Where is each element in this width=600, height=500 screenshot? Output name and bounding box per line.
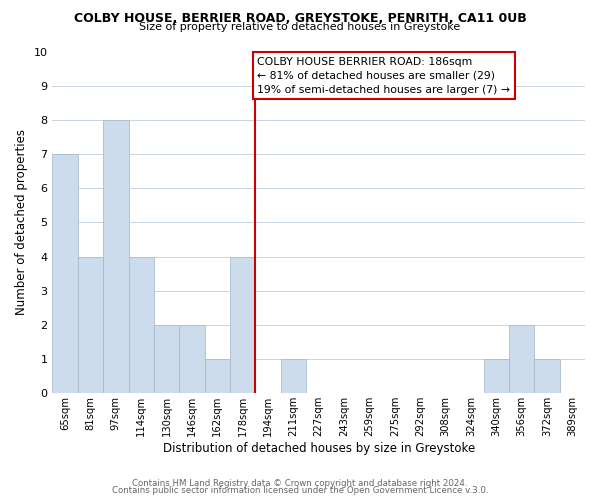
Bar [484, 359, 509, 394]
Text: COLBY HOUSE BERRIER ROAD: 186sqm
← 81% of detached houses are smaller (29)
19% o: COLBY HOUSE BERRIER ROAD: 186sqm ← 81% o… [257, 56, 511, 94]
Bar [205, 359, 230, 394]
Bar [154, 325, 179, 394]
Bar [230, 256, 256, 394]
Bar [103, 120, 128, 394]
Bar [128, 256, 154, 394]
Text: COLBY HOUSE, BERRIER ROAD, GREYSTOKE, PENRITH, CA11 0UB: COLBY HOUSE, BERRIER ROAD, GREYSTOKE, PE… [74, 12, 526, 26]
Y-axis label: Number of detached properties: Number of detached properties [15, 130, 28, 316]
X-axis label: Distribution of detached houses by size in Greystoke: Distribution of detached houses by size … [163, 442, 475, 455]
Bar [534, 359, 560, 394]
Text: Contains public sector information licensed under the Open Government Licence v.: Contains public sector information licen… [112, 486, 488, 495]
Bar [179, 325, 205, 394]
Text: Size of property relative to detached houses in Greystoke: Size of property relative to detached ho… [139, 22, 461, 32]
Bar [281, 359, 306, 394]
Bar [509, 325, 534, 394]
Bar [52, 154, 78, 394]
Bar [78, 256, 103, 394]
Text: Contains HM Land Registry data © Crown copyright and database right 2024.: Contains HM Land Registry data © Crown c… [132, 478, 468, 488]
